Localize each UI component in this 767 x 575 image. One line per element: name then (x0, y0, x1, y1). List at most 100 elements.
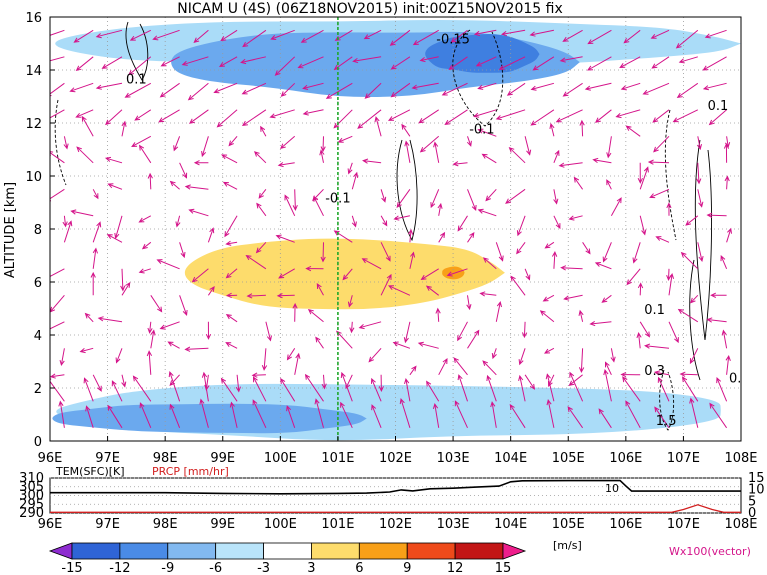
wind-vector-arrow (320, 136, 326, 153)
wind-vector-arrow (286, 348, 296, 361)
wind-vector-arrow (404, 140, 411, 163)
wind-vector-arrow (539, 310, 555, 323)
wind-vector-arrow (601, 294, 612, 303)
colorbar-swatch (119, 542, 169, 560)
wind-vector-arrow (563, 294, 583, 301)
colorbar-level-label: -6 (209, 561, 222, 575)
wind-vector-arrow (83, 377, 94, 402)
x-axis-ticks: 96E 97E 98E 99E 100E 101E 102E 103E 104E 105E 106E… (38, 436, 758, 466)
wind-vector-arrow (450, 29, 468, 43)
surface-x-label: 97E (95, 517, 120, 532)
x-tick-label: 100E (264, 451, 297, 466)
wind-vector-arrow (567, 406, 584, 429)
wind-vector-arrow (467, 329, 480, 349)
wind-vector-arrow (710, 292, 727, 298)
wind-vector-arrow (107, 183, 123, 190)
wind-vector-arrow (76, 146, 94, 164)
colorbar-low-triangle (48, 542, 73, 560)
wind-vector-arrow (390, 82, 411, 98)
main-plot: -0.15 0.1 -0.1 -0.1 0.1 0.1 0.3 0. 1.5 96E 97E 98E… (3, 11, 758, 466)
y-tick-label: 16 (25, 11, 42, 26)
surface-x-label: 102E (379, 517, 412, 532)
wind-vector-arrow (681, 376, 699, 402)
wind-vector-arrow (175, 215, 181, 228)
wind-vector-arrow (524, 268, 531, 281)
wind-vector-arrow (69, 82, 94, 93)
wind-vector-arrow (50, 56, 65, 62)
wind-vector-arrow (228, 135, 238, 147)
wind-vector-arrow (363, 29, 382, 40)
wind-vector-arrow (433, 141, 440, 163)
wind-vector-arrow (650, 29, 670, 39)
wind-vector-arrow (280, 135, 296, 150)
wind-vector-arrow (107, 404, 123, 429)
contour-line (664, 109, 677, 241)
contour-line (396, 139, 418, 242)
wind-vector-arrow (129, 29, 152, 41)
wind-vector-arrow (551, 250, 558, 269)
wind-vector-arrow (156, 259, 180, 270)
wind-vector-arrow (610, 197, 622, 217)
wind-vector-arrow (75, 109, 94, 118)
wind-vector-arrow (219, 56, 238, 67)
contour-labels: -0.15 0.1 -0.1 -0.1 0.1 0.1 0.3 0. 1.5 (126, 33, 741, 430)
wind-vector-arrow (253, 151, 267, 164)
wind-vector-arrow (260, 125, 267, 137)
contour-label: -0.1 (469, 123, 494, 138)
wind-vector-arrow (438, 357, 448, 376)
wind-vector-arrow (274, 56, 296, 76)
wind-vector-arrow (491, 348, 497, 360)
wind-vector-arrow (349, 321, 355, 334)
wind-vector-arrow (225, 292, 238, 299)
wind-vector-arrow (409, 365, 417, 376)
wind-vector-arrow (160, 56, 180, 67)
wind-vector-arrow (568, 215, 583, 221)
wind-vector-arrow (485, 188, 497, 202)
shaded-region-3 (184, 238, 505, 310)
wind-vector-arrow (95, 29, 123, 39)
wind-vector-arrow (251, 372, 266, 378)
wind-vector-arrow (477, 128, 497, 137)
shaded-region-2 (425, 34, 540, 73)
wind-vector-arrow (412, 29, 439, 46)
wind-vector-arrow (184, 346, 209, 352)
surface-series (50, 479, 741, 513)
wind-vector-arrow (477, 208, 497, 217)
wind-vector-arrow (138, 144, 152, 164)
contour-label: 0.3 (644, 364, 665, 379)
wind-vector-arrow (401, 123, 411, 137)
wind-vector-arrow (361, 258, 382, 270)
surface-x-label: 103E (437, 517, 470, 532)
surface-x-ticks: 96E 97E 98E 99E 100E 101E 102E 103E 104E 105E 106E… (38, 517, 758, 532)
contour-label: -0.15 (436, 33, 470, 48)
wind-vector-arrow (632, 242, 641, 264)
wind-vector-arrow (168, 371, 181, 402)
wind-vector-arrow (252, 399, 267, 429)
wind-vector-arrow (241, 82, 267, 95)
wind-vector-arrow (524, 136, 532, 156)
wind-vector-arrow (225, 314, 238, 323)
contour-label: -0.1 (325, 192, 350, 207)
wind-vector-arrow (92, 189, 99, 200)
wind-vector-arrow (644, 343, 670, 349)
wind-vector-arrow (498, 56, 526, 70)
wind-vector-arrow (578, 309, 584, 322)
wind-vector-arrow (529, 29, 554, 37)
wind-vector-arrow (716, 377, 728, 402)
wind-vector-arrow (543, 347, 555, 354)
legend-temperature: TEM(SFC)[K] (55, 465, 125, 478)
wind-vector-arrow (706, 212, 727, 218)
wind-vector-arrow (256, 202, 267, 217)
wind-vector-arrow (559, 56, 583, 63)
x-tick-label: 101E (321, 451, 354, 466)
wind-vector-arrow (173, 136, 181, 152)
wind-vector-arrow (680, 251, 699, 270)
surface-y-left-label: 295 (19, 497, 44, 512)
wind-vector-arrow (240, 56, 267, 65)
wind-vector-arrow (706, 317, 727, 323)
wind-vector-arrow (131, 135, 152, 147)
wind-vector-arrow (152, 29, 180, 41)
wind-vector-arrow (457, 215, 468, 232)
wind-vector-arrow (380, 215, 388, 227)
